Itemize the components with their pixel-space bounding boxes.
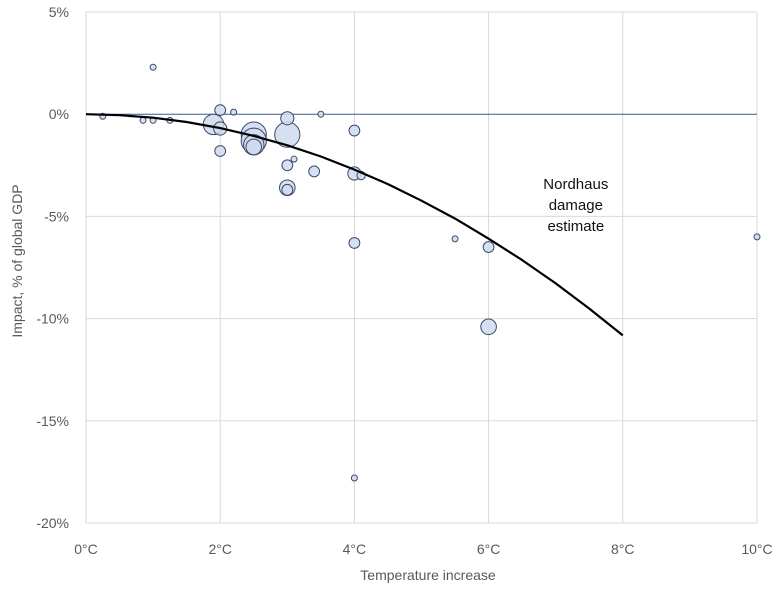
annotation-line: estimate xyxy=(547,218,604,235)
x-tick-label: 2°C xyxy=(208,541,232,557)
x-tick-label: 10°C xyxy=(741,541,772,557)
bubble-point xyxy=(753,233,761,241)
y-axis-tick-labels: 5% 0% -5% -10% -15% -20% xyxy=(36,4,69,531)
annotation-line: Nordhaus xyxy=(543,176,608,193)
y-tick-label: -5% xyxy=(44,208,69,224)
bubble-point xyxy=(281,159,294,172)
bubble-point xyxy=(290,155,298,163)
bubble-point xyxy=(348,124,361,137)
annotation-line: damage xyxy=(549,197,603,214)
bubble-point xyxy=(149,63,157,71)
bubble-point xyxy=(350,474,358,482)
x-tick-label: 6°C xyxy=(477,541,501,557)
x-axis-title: Temperature increase xyxy=(360,567,496,583)
y-tick-label: 5% xyxy=(49,4,69,20)
bubble-point xyxy=(482,241,495,253)
bubble-point xyxy=(348,237,361,249)
y-tick-label: -20% xyxy=(36,515,69,531)
x-tick-label: 0°C xyxy=(74,541,98,557)
x-tick-label: 4°C xyxy=(343,541,367,557)
bubble-point xyxy=(480,318,497,336)
y-tick-label: -15% xyxy=(36,413,69,429)
nordhaus-damage-curve xyxy=(85,113,624,337)
curve-annotation: Nordhaus damage estimate xyxy=(543,176,608,235)
bubble-point xyxy=(214,145,227,157)
bubble-point xyxy=(317,110,325,118)
y-tick-label: -10% xyxy=(36,311,69,327)
bubble-point xyxy=(451,235,459,243)
bubble-point xyxy=(281,183,294,196)
gridlines xyxy=(85,11,758,524)
bubble-point xyxy=(214,104,227,117)
x-tick-label: 8°C xyxy=(611,541,635,557)
y-axis-title: Impact, % of global GDP xyxy=(9,184,25,337)
y-tick-label: 0% xyxy=(49,106,69,122)
bubble-point xyxy=(280,111,295,126)
x-axis-tick-labels: 0°C 2°C 4°C 6°C 8°C 10°C xyxy=(74,541,772,557)
bubble-point xyxy=(308,165,321,178)
bubble-point xyxy=(230,108,238,116)
bubble-point xyxy=(245,138,263,156)
bubble-point xyxy=(139,116,147,124)
